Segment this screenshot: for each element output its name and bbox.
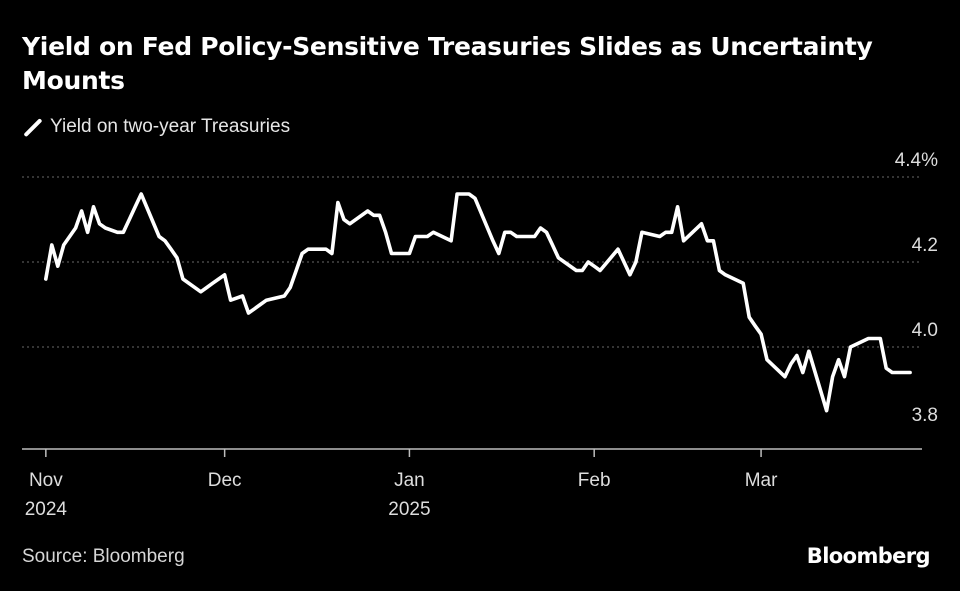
x-tick-label: Jan — [394, 470, 425, 491]
x-tick-label: Feb — [578, 470, 611, 491]
chart-title: Yield on Fed Policy-Sensitive Treasuries… — [22, 32, 873, 95]
x-tick-year-label: 2025 — [388, 499, 430, 520]
x-tick-label: Nov — [29, 470, 63, 491]
series-line-two-year-yield — [43, 192, 912, 413]
x-tick-label: Mar — [745, 470, 778, 491]
series-layer — [43, 192, 912, 413]
x-tick-year-label: 2024 — [25, 499, 68, 520]
y-tick-label: 4.2 — [912, 235, 938, 256]
x-tick-label: Dec — [208, 470, 242, 491]
y-tick-label: 4.0 — [912, 320, 938, 341]
legend-label: Yield on two-year Treasuries — [50, 116, 291, 137]
bloomberg-logo: Bloomberg — [806, 544, 931, 568]
y-tick-label: 4.4% — [895, 150, 938, 171]
source-note: Source: Bloomberg — [22, 546, 185, 567]
axis-layer: 4.4% 4.2 4.0 3.8 Nov 2024 Dec Jan 2025 Feb Mar — [22, 150, 938, 520]
y-tick-label: 3.8 — [912, 405, 938, 426]
legend: Yield on two-year Treasuries — [22, 116, 290, 138]
grid-layer — [22, 176, 922, 348]
